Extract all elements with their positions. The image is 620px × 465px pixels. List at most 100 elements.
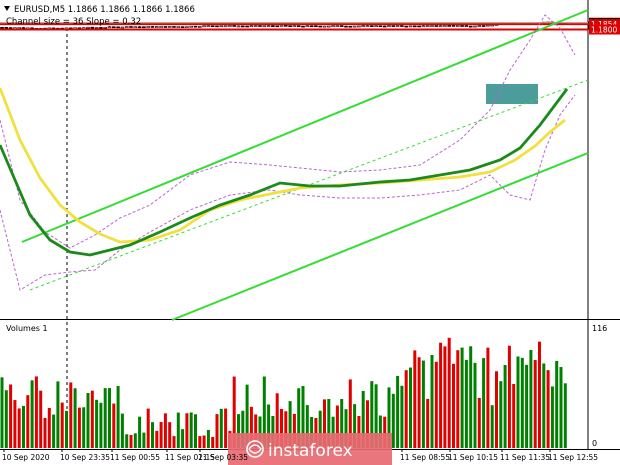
candle-body: [258, 25, 262, 27]
time-label: 11 Sep 03:35: [198, 453, 248, 462]
time-label: 11 Sep 12:55: [548, 453, 598, 462]
candle-body: [245, 25, 249, 28]
volume-bar: [249, 406, 253, 448]
candle-body: [301, 25, 305, 28]
volume-bar: [189, 412, 193, 448]
candlesticks: [0, 21, 568, 30]
volume-bar: [258, 416, 262, 448]
volume-bar: [125, 434, 129, 448]
volume-bar: [292, 413, 296, 448]
candle-body: [468, 25, 473, 28]
volume-max-label: 116: [592, 324, 607, 333]
volume-bar: [550, 386, 554, 448]
price-axis: 1.18751.18651.18451.18351.18251.18151.18…: [588, 17, 620, 35]
candle-body: [447, 25, 452, 27]
volume-bar: [168, 422, 172, 448]
volume-bar: [232, 376, 236, 448]
candle-body: [443, 25, 447, 27]
time-axis: 10 Sep 2020 10 Sep 23:35 11 Sep 00:55 11 Se…: [2, 449, 598, 462]
time-label: 10 Sep 2020: [2, 453, 50, 462]
volume-bar: [344, 409, 348, 448]
candle-body: [369, 25, 374, 27]
volume-bar: [357, 415, 361, 448]
volume-bar: [396, 375, 400, 448]
candle-body: [94, 27, 99, 29]
channel-info: Channel size = 36 Slope = 0.32: [6, 17, 141, 27]
candle-body: [339, 25, 344, 27]
volume-bar: [331, 416, 335, 448]
candle-body: [352, 25, 357, 28]
volume-bar: [456, 350, 460, 448]
candle-body: [86, 26, 90, 29]
volume-bar: [447, 337, 451, 448]
time-label: 11 Sep 00:55: [110, 453, 160, 462]
volume-bar: [370, 381, 374, 448]
volume-bar: [529, 349, 533, 448]
candle-body: [391, 25, 396, 27]
volume-bar: [47, 407, 51, 448]
volume-bar: [129, 435, 133, 448]
candle-body: [185, 26, 189, 29]
candle-body: [434, 25, 439, 27]
volume-bar: [400, 385, 404, 448]
volume-bar: [77, 407, 81, 448]
candle-body: [395, 25, 400, 27]
collapse-arrow-icon[interactable]: [4, 6, 10, 11]
candle-body: [486, 24, 490, 27]
candle-body: [103, 27, 107, 29]
candle-body: [279, 25, 284, 27]
candle-body: [241, 25, 245, 28]
volume-bar: [146, 408, 150, 448]
candle-body: [438, 25, 443, 28]
volume-bar: [9, 384, 13, 448]
channel-lower-line: [171, 152, 589, 321]
price-badge: [589, 19, 620, 30]
candle-body: [412, 25, 417, 28]
volume-bar: [73, 388, 77, 448]
volume-bar: [538, 341, 541, 448]
candle-body: [477, 25, 482, 27]
candle-body: [425, 25, 430, 27]
candle-body: [133, 26, 138, 29]
volume-bar: [82, 407, 86, 448]
volume-bar: [142, 432, 146, 448]
watermark-text: instaforex: [268, 441, 353, 461]
candle-body: [124, 26, 129, 28]
highlight-box: [486, 84, 538, 104]
main-plot: [0, 9, 589, 321]
volume-bar: [404, 370, 408, 448]
volume-bar: [215, 414, 219, 448]
candle-body: [223, 25, 228, 28]
volume-bar: [198, 436, 202, 448]
candle-body: [292, 25, 297, 27]
candle-body: [219, 25, 224, 28]
volume-bar: [421, 360, 425, 448]
candle-body: [236, 25, 241, 28]
volume-bar: [383, 416, 387, 448]
candle-body: [21, 27, 26, 29]
price-badge-label: 1.1800: [591, 26, 617, 35]
candle-body: [430, 25, 434, 27]
volume-bar: [417, 357, 421, 448]
volume-bar: [133, 433, 137, 448]
candle-body: [344, 25, 348, 28]
volume-bar: [181, 429, 185, 448]
volume-bar: [245, 384, 249, 448]
candle-body: [283, 25, 288, 27]
volume-bar: [13, 400, 17, 448]
candle-body: [326, 25, 331, 28]
volume-bar: [353, 404, 357, 448]
time-label: 11 Sep 02:15: [165, 453, 215, 462]
volume-bar: [473, 362, 477, 448]
volume-bar: [409, 367, 412, 448]
candle-body: [176, 26, 181, 28]
time-label: 10 Sep 23:35: [60, 453, 110, 462]
volume-bar: [56, 381, 60, 448]
candle-body: [189, 25, 193, 28]
watermark-banner: [228, 433, 392, 465]
volume-bar: [95, 399, 99, 448]
candle-body: [112, 26, 116, 29]
candle-body: [473, 25, 477, 28]
volume-bar: [520, 357, 524, 448]
